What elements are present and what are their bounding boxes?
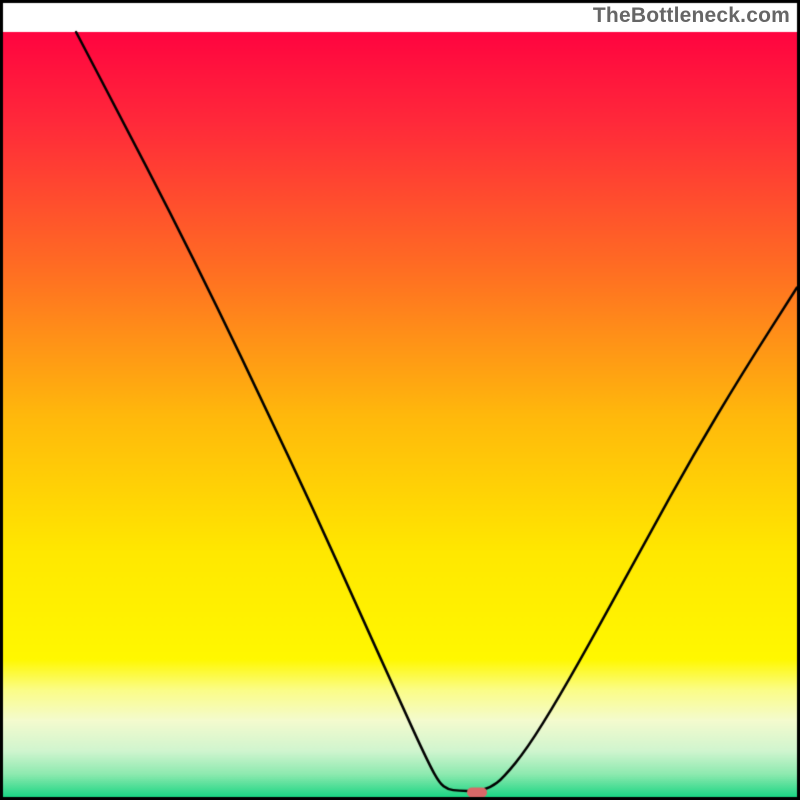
bottleneck-chart [0, 0, 800, 800]
watermark-text: TheBottleneck.com [593, 4, 790, 28]
chart-container: TheBottleneck.com [0, 0, 800, 800]
